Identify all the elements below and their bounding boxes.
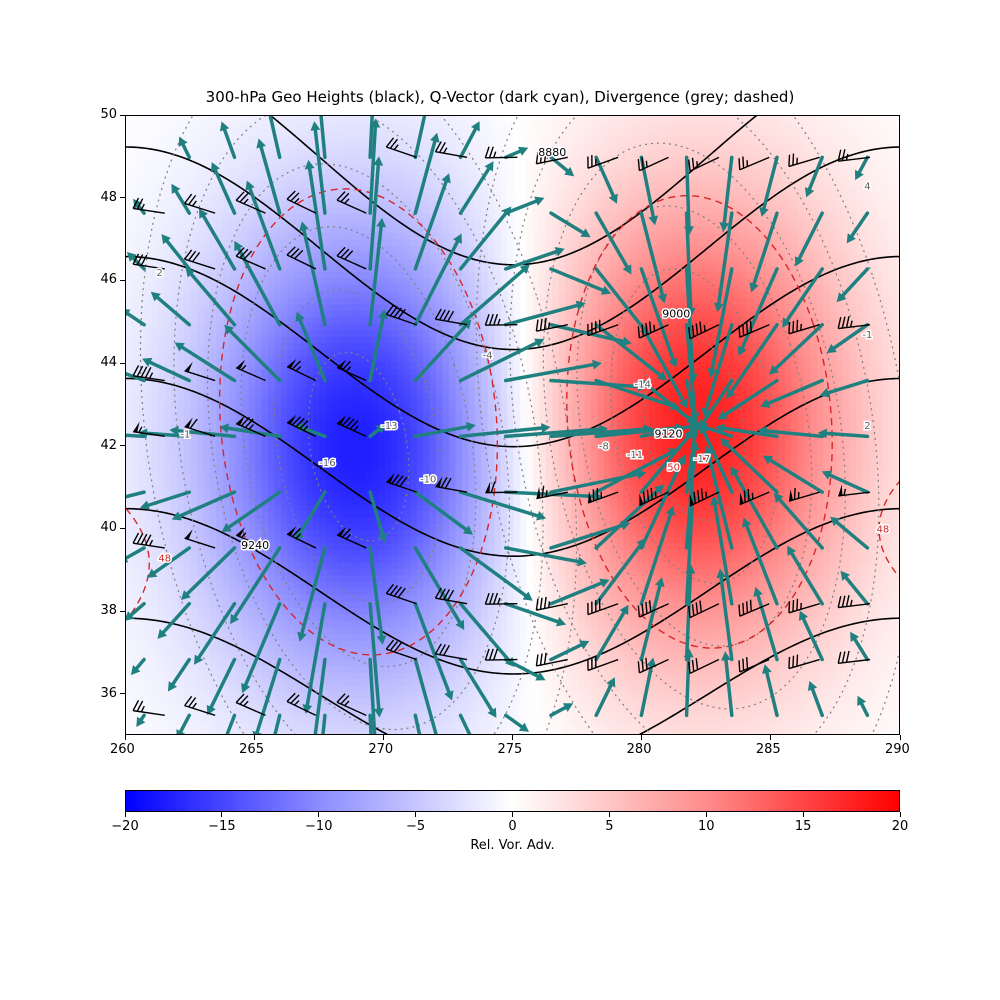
- x-tick-label: 270: [368, 742, 393, 757]
- chart-plot-area: 8880888090009000912091209240924022-1-1-1…: [125, 115, 900, 735]
- cbar-tick: [512, 812, 513, 817]
- y-tick-label: 40: [100, 520, 117, 535]
- cbar-tick: [609, 812, 610, 817]
- colorbar-label: Rel. Vor. Adv.: [125, 838, 900, 853]
- y-tick-label: 50: [100, 107, 117, 122]
- y-tick: [120, 197, 125, 198]
- x-tick: [125, 735, 126, 740]
- cbar-tick-label: 0: [508, 819, 516, 834]
- y-tick-label: 46: [100, 272, 117, 287]
- cbar-tick-label: 5: [605, 819, 613, 834]
- cbar-tick-label: −10: [305, 819, 332, 834]
- y-tick-label: 42: [100, 438, 117, 453]
- cbar-tick: [900, 812, 901, 817]
- cbar-tick-label: −20: [111, 819, 138, 834]
- y-tick: [120, 115, 125, 116]
- x-tick: [641, 735, 642, 740]
- x-tick: [254, 735, 255, 740]
- x-tick-label: 265: [239, 742, 264, 757]
- y-tick: [120, 445, 125, 446]
- cbar-tick: [125, 812, 126, 817]
- y-tick: [120, 611, 125, 612]
- x-tick: [512, 735, 513, 740]
- x-tick-label: 260: [110, 742, 135, 757]
- cbar-tick-label: −5: [406, 819, 425, 834]
- cbar-tick: [415, 812, 416, 817]
- x-tick-label: 290: [885, 742, 910, 757]
- cbar-tick-label: 10: [698, 819, 715, 834]
- cbar-tick-label: 20: [892, 819, 909, 834]
- x-tick: [770, 735, 771, 740]
- cbar-tick: [221, 812, 222, 817]
- plot-title: 300-hPa Geo Heights (black), Q-Vector (d…: [0, 88, 1000, 106]
- x-tick-label: 285: [756, 742, 781, 757]
- cbar-tick-label: −15: [208, 819, 235, 834]
- cbar-tick: [318, 812, 319, 817]
- y-tick: [120, 693, 125, 694]
- y-tick-label: 36: [100, 686, 117, 701]
- cbar-tick: [706, 812, 707, 817]
- y-tick-label: 44: [100, 355, 117, 370]
- cbar-tick: [803, 812, 804, 817]
- y-tick: [120, 363, 125, 364]
- colorbar: [125, 790, 900, 812]
- x-tick: [383, 735, 384, 740]
- x-tick-label: 280: [627, 742, 652, 757]
- y-tick: [120, 528, 125, 529]
- cbar-tick-label: 15: [795, 819, 812, 834]
- x-tick: [900, 735, 901, 740]
- y-tick: [120, 280, 125, 281]
- y-tick-label: 48: [100, 190, 117, 205]
- x-tick-label: 275: [498, 742, 523, 757]
- y-tick-label: 38: [100, 603, 117, 618]
